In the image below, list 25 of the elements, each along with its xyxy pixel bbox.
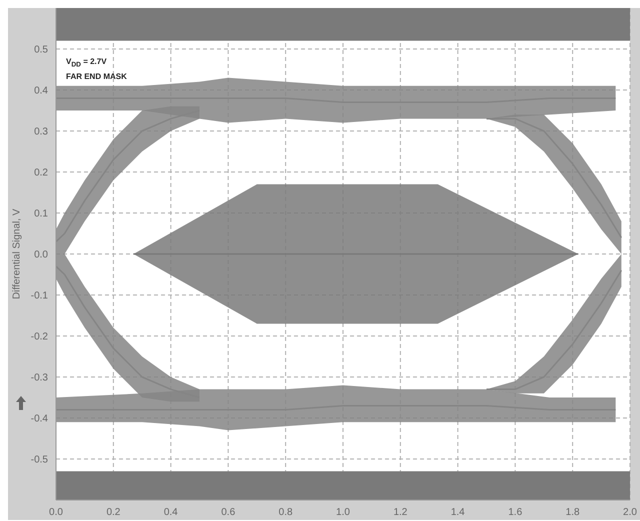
x-tick-label: 0.4 [164, 507, 178, 518]
y-tick-label: -0.5 [30, 454, 48, 466]
x-tick-label: 1.8 [566, 507, 580, 518]
x-tick-label: 0.2 [106, 507, 121, 518]
y-tick-label: 0.4 [34, 86, 48, 97]
y-tick-label: 0.3 [34, 126, 48, 138]
y-tick-label: -0.2 [30, 332, 48, 343]
x-tick-label: 1.4 [450, 507, 466, 518]
y-tick-label: -0.4 [30, 414, 48, 425]
y-tick-label: -0.3 [30, 372, 48, 384]
x-tick-label: 1.2 [393, 507, 408, 518]
x-tick-label: 0.8 [278, 507, 293, 518]
y-tick-label: 0.0 [34, 250, 48, 261]
y-axis-title: Differential Signal, V [12, 208, 23, 300]
y-tick-label: -0.1 [30, 290, 48, 302]
y-tick-label: 0.1 [34, 208, 48, 220]
x-tick-label: 2.0 [623, 507, 638, 518]
annotation: FAR END MASK [66, 70, 127, 82]
y-tick-label: 0.5 [34, 44, 48, 56]
y-tick-label: 0.2 [34, 168, 48, 179]
x-tick-label: 0.0 [49, 507, 64, 518]
x-tick-label: 1.6 [508, 507, 523, 518]
x-tick-label: 1.0 [336, 507, 350, 518]
annotation: V$_{DD}$ = 2.7V [66, 56, 108, 71]
x-tick-label: 0.6 [221, 507, 236, 518]
